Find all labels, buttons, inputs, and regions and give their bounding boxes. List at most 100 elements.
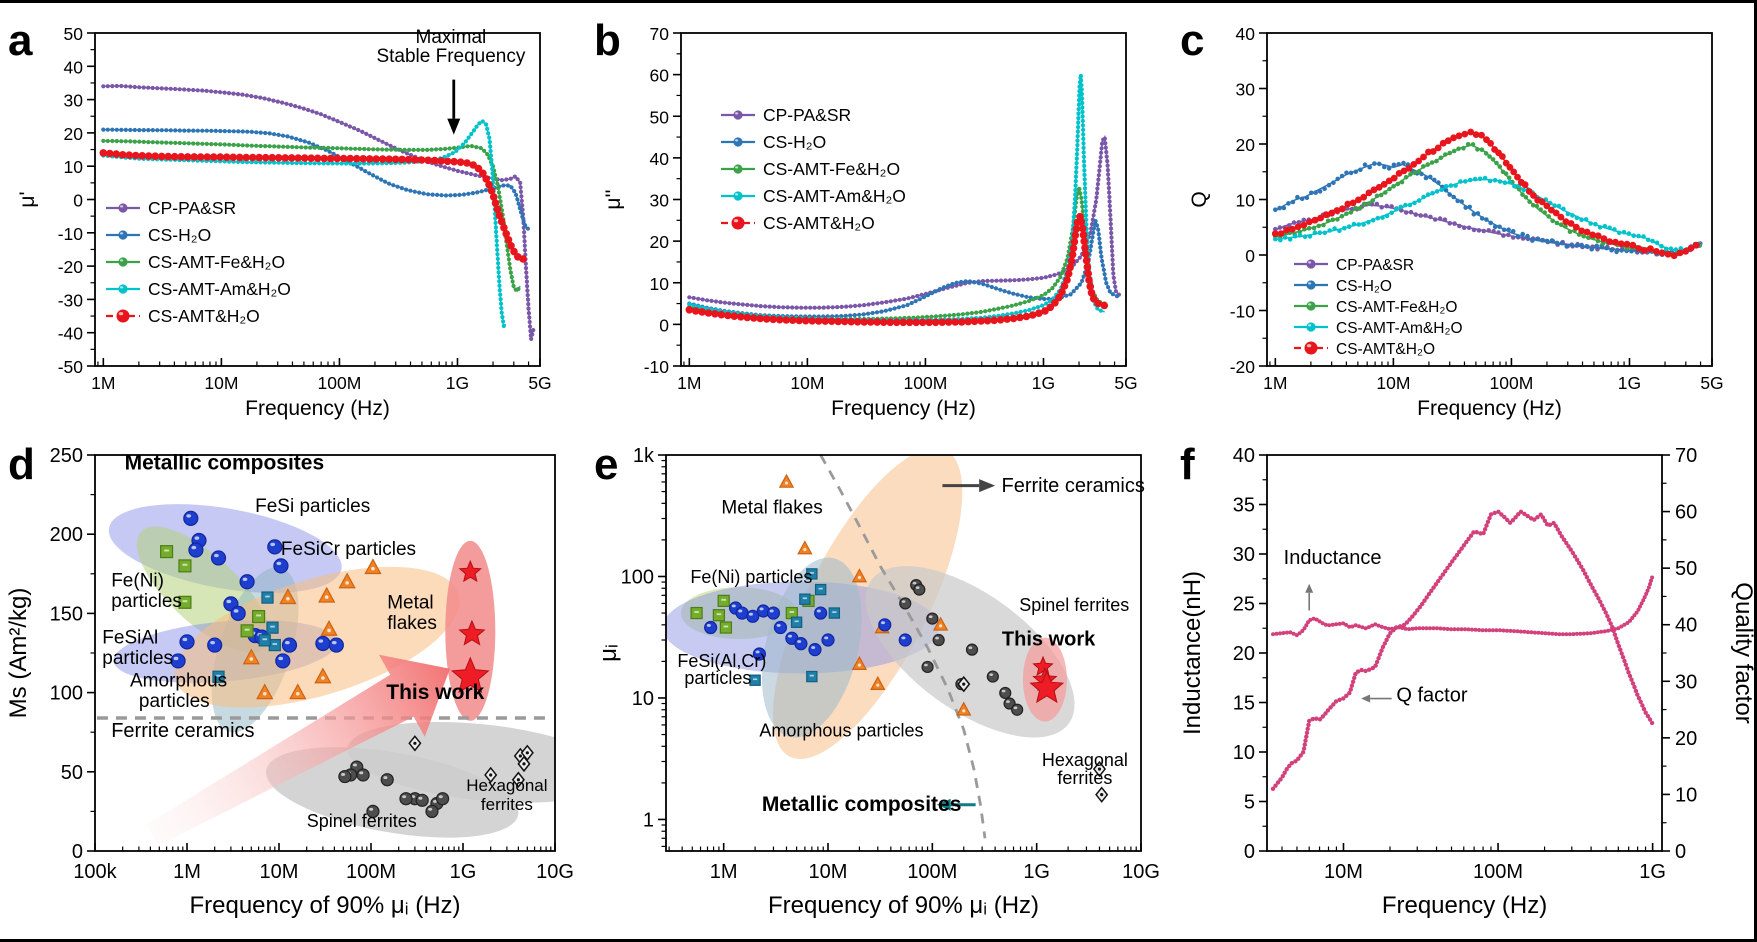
square-marker xyxy=(790,616,803,628)
plot-border-c xyxy=(1266,32,1713,367)
legend-item-cs-amt-am-h-o: CS-AMT-Am&H₂O xyxy=(106,279,291,299)
y-tick-40: 40 xyxy=(1233,445,1255,467)
bead-marker xyxy=(731,216,745,230)
sphere-marker xyxy=(899,597,912,610)
panel-letter-b: b xyxy=(594,16,621,65)
y2-tick-70: 70 xyxy=(1675,445,1697,467)
ferrite-ceramics-arrow xyxy=(942,479,996,493)
y-axis-title-b: μ'' xyxy=(602,189,625,209)
figure-bottom-border xyxy=(0,939,1757,942)
series-cs-amt-fe-h-o-points xyxy=(1273,142,1703,257)
inductance-pointer-arrow xyxy=(1305,583,1314,611)
panel-letter-e: e xyxy=(594,440,618,489)
label-maximal: Maximal xyxy=(416,27,487,48)
sphere-marker xyxy=(338,769,352,784)
y-tick-40: 40 xyxy=(64,57,84,77)
y-axis-f: 0 5 10 15 20 25 30 35 40 xyxy=(1233,445,1267,863)
legend-label-cs-amt-fe-h-o: CS-AMT-Fe&H₂O xyxy=(148,252,285,272)
x-tick-10m: 10M xyxy=(790,373,824,393)
scatter-hexagonal-ferrites xyxy=(408,735,534,788)
legend-item-cp-pa-sr: CP-PA&SR xyxy=(721,105,851,125)
legend-label-cs-h-o: CS-H₂O xyxy=(148,225,211,245)
sphere-marker xyxy=(932,633,945,647)
label-q-factor: Q factor xyxy=(1396,685,1467,707)
y-tick-100: 100 xyxy=(621,566,654,588)
x-tick-5g: 5G xyxy=(1114,373,1137,393)
y-tick--50: -50 xyxy=(58,357,84,377)
triangle-marker xyxy=(364,558,382,575)
square-marker xyxy=(712,609,726,622)
sphere-marker xyxy=(399,792,413,806)
series-cs-amt-h-o-points xyxy=(1271,128,1700,260)
y-tick-35: 35 xyxy=(1233,495,1255,517)
legend-item-cs-amt-am-h-o: CS-AMT-Am&H₂O xyxy=(721,186,906,206)
y-tick-20: 20 xyxy=(1233,643,1255,665)
legend-b: CP-PA&SR CS-H₂O CS-AMT-Fe&H₂O CS-AMT-Am&H₂O… xyxy=(721,105,906,233)
y-tick-0: 0 xyxy=(1244,841,1255,863)
y-tick-30: 30 xyxy=(650,191,670,211)
triangle-marker xyxy=(318,586,336,603)
y-axis-c: -20 -10 0 10 20 30 40 xyxy=(1230,24,1267,377)
plot-border-f xyxy=(1266,454,1663,852)
bead-marker xyxy=(328,637,344,653)
y2-tick-30: 30 xyxy=(1675,671,1697,693)
triangle-marker xyxy=(289,683,307,700)
scatter-amorphous-particles xyxy=(212,591,281,683)
series-cs-amt-h-o-points xyxy=(99,149,527,263)
square-marker xyxy=(814,583,827,596)
y-tick--10: -10 xyxy=(644,357,670,377)
label-metallic-composites: Metallic composites xyxy=(125,451,325,474)
x-tick-100m: 100M xyxy=(904,373,948,393)
x-tick-1g: 1G xyxy=(1639,861,1666,883)
triangle-marker xyxy=(279,588,297,605)
legend-item-cs-h-o: CS-H₂O xyxy=(106,225,211,245)
bead-marker xyxy=(898,633,912,647)
triangle-marker xyxy=(314,667,332,684)
label-stable-frequency: Stable Frequency xyxy=(376,46,525,67)
legend-item-cs-amt-fe-h-o: CS-AMT-Fe&H₂O xyxy=(1294,299,1457,316)
y-tick--30: -30 xyxy=(58,290,84,310)
composite-ceramic-boundary xyxy=(819,455,987,839)
triangle-marker xyxy=(256,683,274,700)
label-metal-flakes: Metal flakes xyxy=(721,498,822,519)
x-tick-100k: 100k xyxy=(73,861,117,883)
triangle-marker xyxy=(320,619,338,636)
x-tick-10g: 10G xyxy=(536,861,574,883)
legend-a: CP-PA&SR CS-H₂O CS-AMT-Fe&H₂O CS-AMT-Am&H₂O… xyxy=(106,198,291,326)
bead-marker xyxy=(766,606,781,620)
label-fesi-particles: FeSi particles xyxy=(255,496,370,517)
legend-item-cs-h-o: CS-H₂O xyxy=(1294,278,1392,295)
label-amorphous-particles: Amorphous particles xyxy=(759,721,923,741)
sphere-marker xyxy=(913,583,926,596)
legend-item-cs-amt-fe-h-o: CS-AMT-Fe&H₂O xyxy=(106,252,285,272)
panel-letter-f: f xyxy=(1180,440,1195,489)
series-cs-amt-fe-h-o-points xyxy=(101,138,521,292)
y-tick-100: 100 xyxy=(50,683,83,705)
square-marker xyxy=(717,594,730,607)
x-axis-a: 1M 10M 100M 1G 5G xyxy=(91,358,552,393)
x-axis-c: 1M 10M 100M 1G 5G xyxy=(1263,358,1724,393)
y-tick-30: 30 xyxy=(1233,544,1255,566)
label-particles: particles xyxy=(102,648,173,669)
bead-marker xyxy=(179,634,195,650)
bead-marker xyxy=(118,230,128,240)
x-tick-100m: 100M xyxy=(1490,373,1534,393)
legend-label-cp-pa-sr: CP-PA&SR xyxy=(1336,257,1414,274)
triangle-marker xyxy=(242,648,260,665)
bead-marker xyxy=(1306,259,1316,269)
y-tick-250: 250 xyxy=(50,445,83,467)
y2-tick-0: 0 xyxy=(1675,841,1686,863)
triangle-marker xyxy=(797,540,813,555)
y2-tick-50: 50 xyxy=(1675,558,1697,580)
label-this-work: This work xyxy=(386,681,484,704)
panel-c-chart: 1M 10M 100M 1G 5G -20 -10 0 10 20 30 40 Frequency (H… xyxy=(1180,16,1724,420)
label-flakes: flakes xyxy=(387,613,437,634)
y2-axis-title-f: Quality factor xyxy=(1730,582,1757,723)
y-axis-b: -10 0 10 20 30 40 50 60 70 xyxy=(644,24,681,377)
label-metallic-composites: Metallic composites xyxy=(762,793,962,816)
label-amorphous: Amorphous xyxy=(130,670,227,691)
plot-area-f xyxy=(1270,509,1655,791)
trend-arrow xyxy=(146,654,450,846)
x-axis-d: 100k 1M 10M 100M 1G 10G xyxy=(73,843,574,883)
label-ferrites: ferrites xyxy=(1057,768,1112,788)
